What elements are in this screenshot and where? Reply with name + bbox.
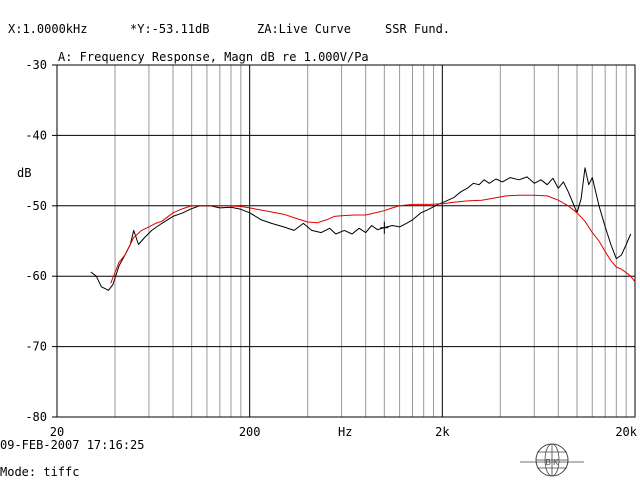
x-tick-label: 2k <box>435 425 450 439</box>
x-axis-label: Hz <box>338 425 353 439</box>
x-tick-label: 20k <box>615 425 637 439</box>
za-mode-label: ZA:Live Curve <box>257 22 351 36</box>
y-axis-label: dB <box>17 166 32 180</box>
mode-label: Mode: tiffc <box>0 465 80 479</box>
y-tick-label: -60 <box>25 269 47 283</box>
x-tick-label: 200 <box>239 425 261 439</box>
y-tick-label: -80 <box>25 410 47 424</box>
logo-letters: B K <box>546 458 560 467</box>
bk-logo-icon: B K <box>520 443 584 477</box>
ssr-label: SSR Fund. <box>385 22 451 36</box>
series-line-2 <box>110 194 636 284</box>
x-cursor-readout: X:1.0000kHz <box>8 22 88 36</box>
chart-series <box>90 167 636 291</box>
chart-grid <box>57 64 635 418</box>
chart-title: A: Frequency Response, Magn dB re 1.000V… <box>58 50 369 64</box>
series-line-1 <box>90 167 632 291</box>
x-tick-label: 20 <box>50 425 64 439</box>
plot-frame <box>56 64 636 418</box>
y-tick-label: -70 <box>25 340 47 354</box>
y-tick-label: -30 <box>25 58 47 72</box>
timestamp: 09-FEB-2007 17:16:25 <box>0 438 145 452</box>
cursor-marker <box>380 221 389 234</box>
y-tick-label: -50 <box>25 199 47 213</box>
y-cursor-readout: *Y:-53.11dB <box>130 22 210 36</box>
y-tick-label: -40 <box>25 128 47 142</box>
